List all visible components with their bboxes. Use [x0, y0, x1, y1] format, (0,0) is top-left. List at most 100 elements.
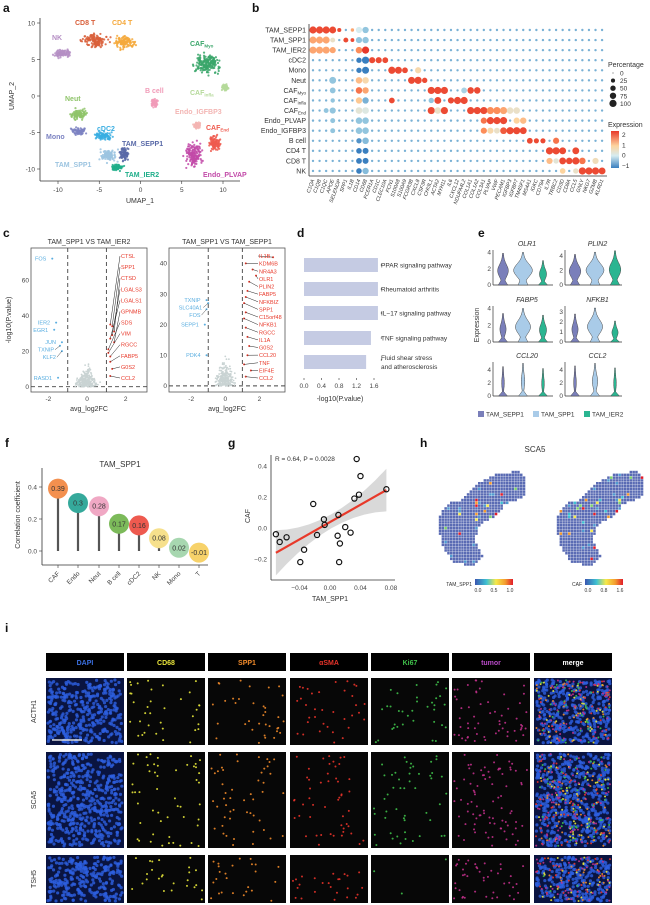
fluorescent-signal: [479, 703, 482, 706]
row-label: CD8 T: [286, 158, 307, 165]
dot: [508, 59, 512, 62]
size-legend-dot: [609, 99, 617, 107]
umap-point: [187, 143, 190, 146]
umap-point: [94, 44, 97, 47]
dot: [390, 149, 394, 153]
spot: [579, 518, 582, 521]
spot: [584, 510, 588, 513]
gene-point: [91, 379, 94, 381]
dot: [587, 28, 591, 32]
spot: [582, 554, 585, 558]
cluster-label-sub: Infla: [204, 93, 214, 98]
dot: [522, 28, 525, 32]
dot: [508, 28, 512, 32]
fluorescent-signal: [110, 722, 114, 726]
fluorescent-signal: [519, 728, 522, 731]
spot: [492, 510, 495, 513]
violin-shape: [513, 252, 533, 286]
spot: [486, 515, 489, 519]
fluorescent-signal: [136, 682, 139, 685]
umap-point: [206, 65, 210, 68]
spot: [559, 535, 563, 538]
spot: [598, 493, 602, 496]
violin-shape: [497, 313, 509, 343]
dot: [403, 109, 407, 112]
violin-shape: [537, 260, 549, 286]
dot: [384, 149, 387, 153]
umap-point: [116, 168, 120, 171]
spot: [570, 521, 574, 524]
gene-point: [77, 384, 80, 386]
umap-point: [78, 115, 82, 118]
dot: [581, 129, 584, 132]
spot: [604, 507, 607, 510]
spot: [562, 512, 565, 516]
umap-point: [59, 52, 63, 55]
spot: [568, 510, 571, 513]
spot: [632, 490, 635, 493]
panel-label-a: a: [3, 1, 10, 15]
spot: [458, 507, 461, 510]
dot: [377, 119, 380, 122]
spot: [584, 554, 588, 558]
spot: [489, 501, 492, 505]
spot: [444, 546, 447, 549]
dot: [403, 159, 407, 163]
spot: [570, 552, 574, 555]
fluorescent-signal: [433, 720, 436, 723]
spot: [570, 526, 574, 530]
dot: [594, 99, 597, 102]
spot: [480, 493, 484, 496]
spot: [464, 496, 467, 499]
dot: [574, 129, 577, 132]
spot: [452, 532, 456, 535]
spot: [615, 479, 619, 482]
umap-point: [113, 159, 116, 162]
dot: [508, 38, 512, 42]
spot: [480, 510, 484, 513]
umap-point: [198, 61, 202, 64]
violin-plots: OLR1024PLIN2024FABP5024NFKB10123CCL20024…: [474, 241, 624, 419]
gene-label: CSF3R: [417, 178, 429, 196]
spot: [447, 552, 450, 555]
umap-point: [208, 144, 211, 147]
spot: [450, 507, 453, 510]
dot: [476, 129, 479, 132]
fluorescent-signal: [333, 741, 336, 744]
fluorescent-signal: [100, 715, 104, 719]
dot: [568, 28, 571, 32]
spot: [472, 535, 475, 538]
spot: [584, 507, 588, 510]
y-tick-label: 2: [559, 380, 563, 387]
spot: [500, 473, 503, 477]
dot: [355, 36, 363, 44]
umap-point: [195, 139, 198, 142]
x-tick-label: 0.0: [299, 383, 308, 390]
fluorescent-signal: [568, 715, 572, 720]
dot: [410, 48, 413, 52]
dot: [502, 69, 505, 72]
spot: [486, 496, 489, 499]
spot: [475, 532, 478, 535]
fluorescent-signal: [273, 736, 276, 739]
dot: [456, 109, 459, 112]
fluorescent-signal: [480, 680, 483, 683]
x-tick-label: cDC2: [126, 570, 143, 587]
umap-point: [74, 106, 77, 110]
gene-point: [220, 376, 223, 379]
spot: [455, 501, 459, 505]
spot: [565, 512, 568, 516]
spot: [573, 535, 577, 538]
spot: [458, 501, 461, 505]
spot: [483, 512, 487, 516]
x-tick-label: 0.00: [324, 585, 337, 592]
spot: [640, 490, 644, 493]
spot: [587, 538, 591, 541]
micrograph-acth1-1: [127, 678, 205, 745]
fluorescent-signal: [75, 696, 79, 700]
umap-point: [114, 165, 117, 169]
fluorescent-signal: [62, 687, 66, 691]
dot: [554, 169, 558, 173]
umap-point: [194, 157, 198, 160]
spot: [461, 507, 464, 510]
